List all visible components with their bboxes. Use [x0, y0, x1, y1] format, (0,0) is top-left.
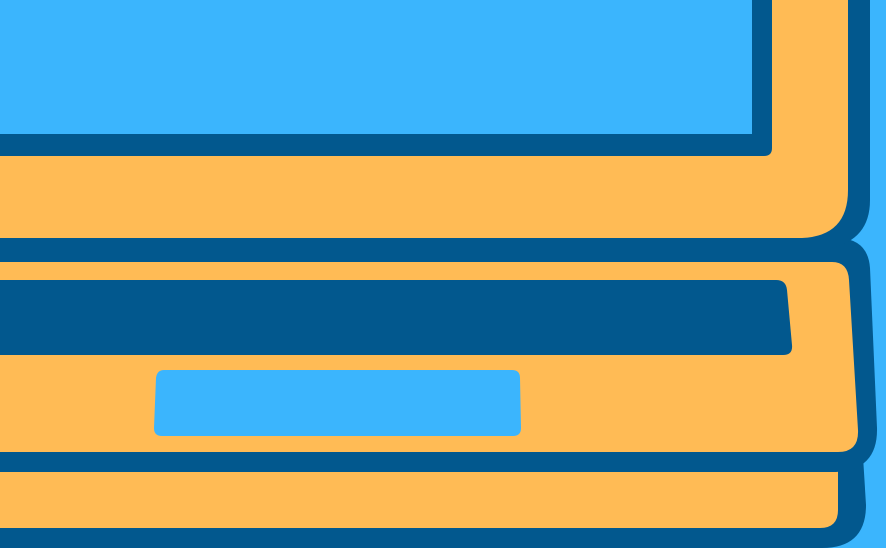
page	[0, 0, 886, 548]
trackpad	[154, 370, 521, 436]
laptop-illustration	[0, 0, 886, 548]
keyboard	[0, 280, 792, 355]
screen	[0, 0, 752, 134]
